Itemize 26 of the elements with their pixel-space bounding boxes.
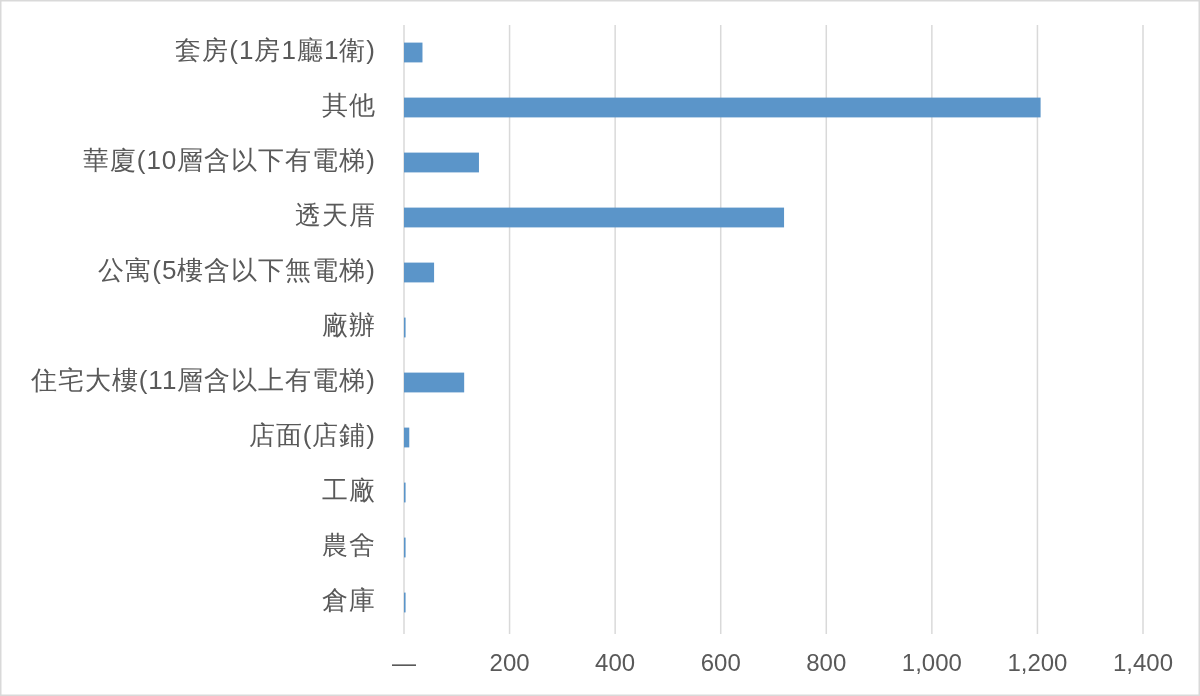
x-tick-label: 200 <box>489 649 530 677</box>
y-tick-label: 倉庫 <box>322 585 376 616</box>
y-tick-label: 公寓(5樓含以下無電梯) <box>98 255 376 286</box>
y-tick-label: 農舍 <box>322 530 376 561</box>
y-tick-label: 套房(1房1廳1衛) <box>175 35 376 66</box>
bar <box>404 372 465 393</box>
x-tick-label: 400 <box>595 649 636 677</box>
y-tick-label: 廠辦 <box>322 310 376 341</box>
y-tick-label: 工廠 <box>322 475 376 506</box>
bar <box>404 427 410 448</box>
y-tick-label: 住宅大樓(11層含以上有電梯) <box>29 365 376 396</box>
y-tick-label: 店面(店鋪) <box>248 420 376 451</box>
x-tick-label: 1,000 <box>901 649 962 677</box>
x-tick-label: 800 <box>806 649 847 677</box>
x-tick-label: 600 <box>700 649 741 677</box>
x-tick-label: 1,400 <box>1112 649 1174 677</box>
y-tick-label: 透天厝 <box>295 200 376 231</box>
bar <box>404 262 435 283</box>
bar <box>404 97 1041 118</box>
x-tick-label: 1,200 <box>1007 649 1068 677</box>
y-tick-label: 其他 <box>322 90 376 121</box>
bar <box>404 152 479 173</box>
bar <box>404 207 785 228</box>
x-tick-label: — <box>392 649 416 677</box>
y-tick-label: 華廈(10層含以下有電梯) <box>82 145 376 176</box>
bar <box>404 42 423 63</box>
